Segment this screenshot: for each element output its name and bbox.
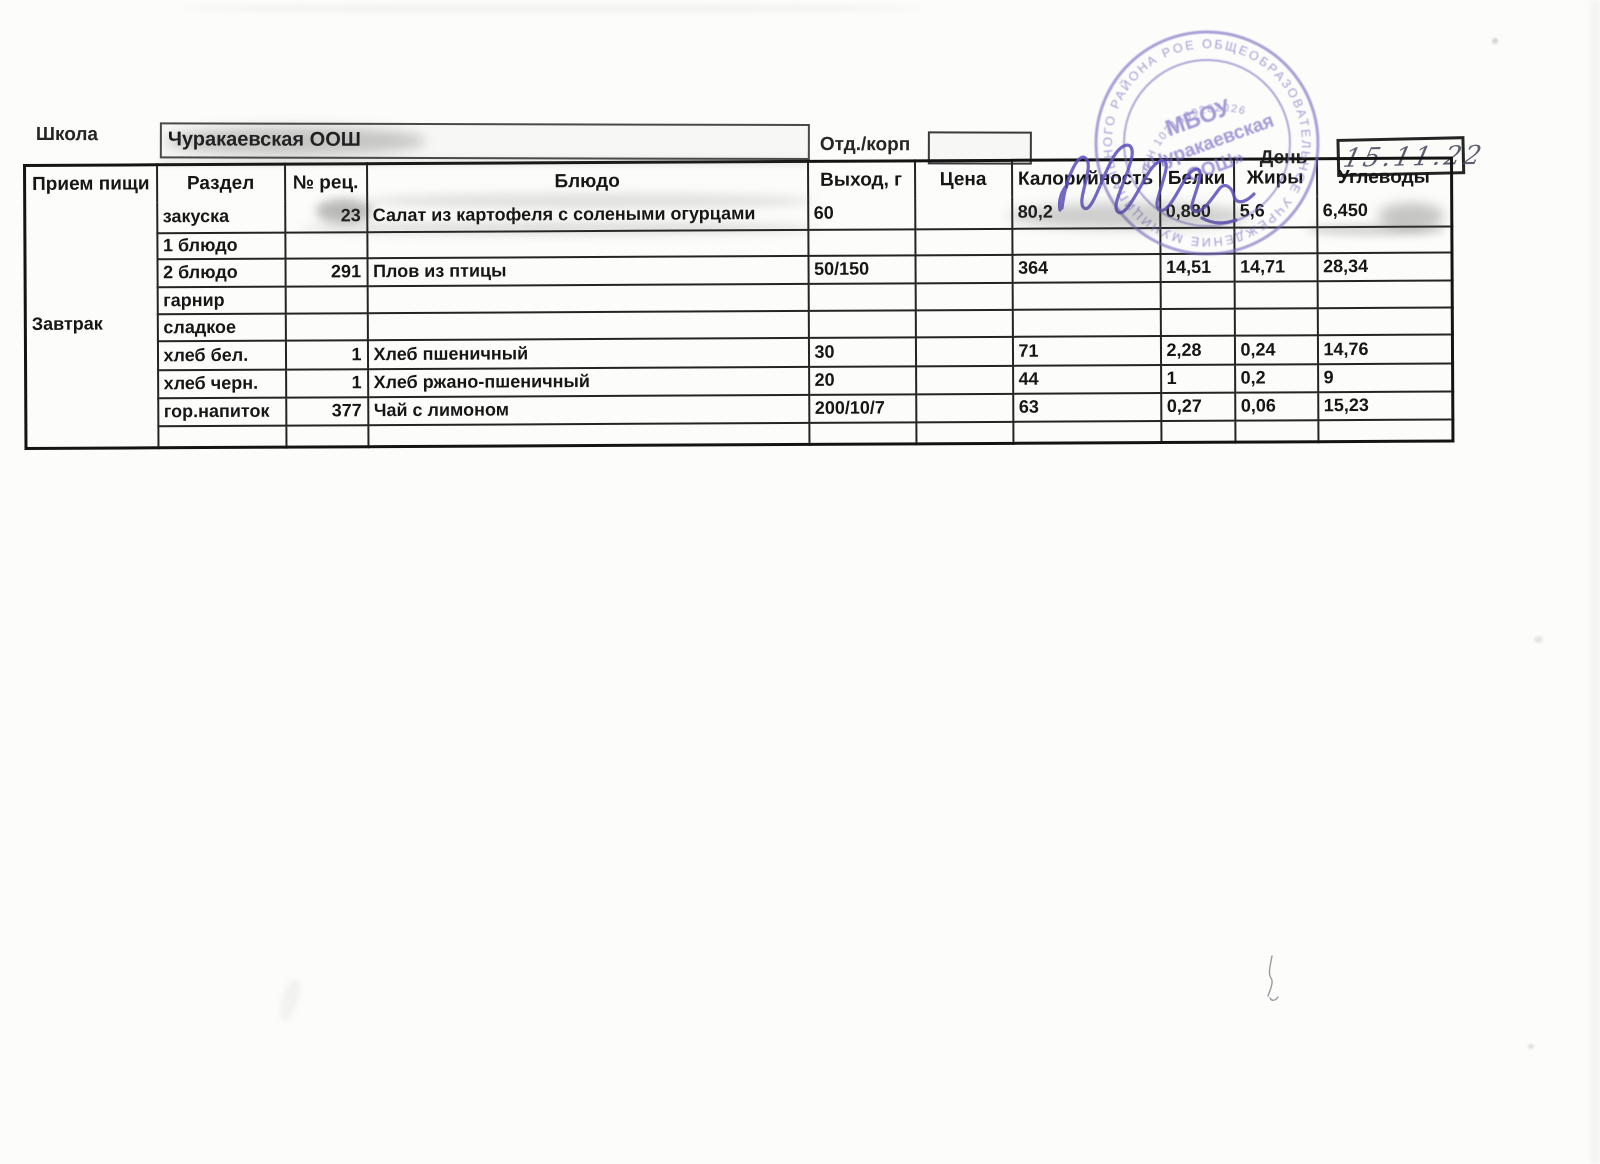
cell-fat [1234, 419, 1318, 443]
cell-out: 20 [808, 365, 916, 395]
cell-price [914, 254, 1013, 283]
cell-rec [285, 285, 368, 314]
cell-section: закуска [156, 201, 285, 233]
cell-out [808, 309, 916, 338]
cell-fat [1234, 307, 1318, 336]
cell-rec: 1 [285, 368, 368, 398]
cell-rec [284, 231, 367, 259]
cell-rec: 377 [285, 396, 368, 426]
school-field: Чуракаевская ООШ [159, 122, 810, 161]
cell-protein [1160, 308, 1235, 336]
col-header-rec: № рец. [284, 163, 367, 202]
cell-rec: 23 [284, 200, 367, 233]
cell-carbs: 14,76 [1317, 334, 1453, 364]
cell-out: 60 [807, 197, 915, 230]
cell-price [915, 365, 1013, 394]
ink-speck [1267, 955, 1279, 1001]
cell-price [915, 421, 1013, 444]
cell-rec [285, 424, 368, 448]
cell-rec: 291 [284, 257, 368, 287]
cell-out: 30 [808, 336, 916, 367]
cell-price [915, 309, 1013, 337]
cell-rec [285, 312, 368, 341]
cell-protein [1160, 281, 1235, 309]
school-stamp: ОЕ ОБЩЕОБРАЗОВАТЕЛЬНОЕ УЧРЕЖДЕНИЕ МУНИЦИ… [1052, 0, 1343, 286]
cell-out [808, 421, 916, 445]
cell-price [915, 336, 1013, 366]
scan-speck [1528, 1044, 1534, 1049]
cell-carbs [1317, 280, 1453, 308]
cell-price [915, 393, 1013, 422]
cell-price [914, 197, 1012, 229]
cell-dish: Хлеб пшеничный [367, 337, 809, 369]
cell-price [915, 282, 1013, 310]
cell-dish [367, 310, 809, 340]
cell-calories [1012, 308, 1161, 337]
cell-out [808, 282, 916, 311]
cell-fat: 0,24 [1234, 334, 1318, 365]
form-header: Школа Чуракаевская ООШ Отд./корп День 15… [0, 0, 1600, 182]
cell-fat: 0,06 [1234, 391, 1318, 421]
cell-dish: Хлеб ржано-пшеничный [367, 366, 809, 397]
cell-out: 200/10/7 [808, 393, 916, 423]
col-header-dish: Блюдо [366, 161, 808, 201]
cell-out [807, 228, 915, 256]
cell-section: хлеб бел. [157, 340, 286, 370]
cell-protein: 2,28 [1160, 335, 1235, 365]
cell-section: 2 блюдо [156, 258, 286, 287]
cell-dish [367, 283, 809, 313]
cell-section: сладкое [157, 313, 286, 341]
meal-type-cell: Завтрак [24, 201, 158, 449]
cell-section: гор.напиток [157, 397, 286, 426]
cell-fat: 0,2 [1234, 363, 1318, 393]
cell-protein: 0,27 [1160, 392, 1235, 421]
school-label: Школа [35, 123, 99, 146]
cell-calories: 44 [1012, 364, 1161, 394]
cell-price [914, 228, 1012, 255]
cell-carbs [1316, 226, 1452, 253]
scan-speck [1534, 636, 1543, 643]
cell-dish [366, 229, 808, 258]
cell-calories: 63 [1012, 392, 1161, 422]
col-header-meal: Прием пищи [24, 164, 157, 203]
cell-dish: Плов из птицы [366, 255, 809, 286]
scan-smudge [275, 976, 305, 1024]
cell-section [157, 425, 286, 448]
signature [1057, 143, 1256, 225]
col-header-out: Выход, г [807, 160, 915, 199]
cell-carbs: 15,23 [1317, 391, 1453, 420]
cell-fat [1234, 280, 1318, 309]
school-value: Чуракаевская ООШ [167, 128, 361, 151]
cell-calories [1012, 420, 1161, 444]
cell-carbs: 28,34 [1316, 252, 1453, 281]
dept-label: Отд./корп [819, 134, 911, 156]
cell-dish: Салат из картофеля с солеными огурцами [366, 198, 808, 232]
cell-dish [367, 422, 809, 447]
cell-rec: 1 [285, 339, 368, 370]
cell-protein: 1 [1160, 364, 1235, 393]
cell-section: хлеб черн. [157, 369, 286, 398]
cell-out: 50/150 [807, 254, 916, 284]
cell-carbs [1317, 419, 1453, 442]
col-header-section: Раздел [156, 164, 285, 202]
cell-carbs [1317, 307, 1453, 335]
col-header-price: Цена [914, 160, 1012, 198]
cell-protein [1160, 420, 1235, 443]
cell-carbs: 9 [1317, 363, 1453, 392]
cell-dish: Чай с лимоном [367, 394, 809, 425]
cell-section: 1 блюдо [156, 232, 285, 259]
cell-calories: 71 [1012, 335, 1161, 366]
cell-section: гарнир [157, 286, 286, 314]
